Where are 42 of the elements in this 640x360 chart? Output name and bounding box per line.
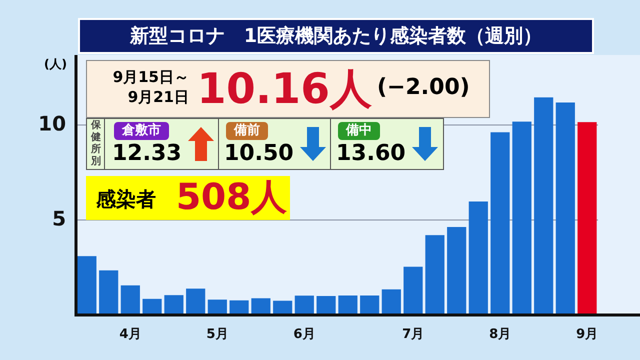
y-axis-title: (人) (44, 56, 67, 73)
bar (77, 256, 96, 315)
x-tick-label: 8月 (489, 327, 512, 342)
chart-title: 新型コロナ 1医療機関あたり感染者数（週別） (78, 18, 594, 54)
bar (164, 295, 184, 315)
x-tick-label: 5月 (206, 327, 228, 342)
annotation: 保健所別 (87, 119, 105, 169)
annotation: 508人 (176, 176, 288, 220)
annotation: 備前 (226, 122, 268, 140)
x-tick-label: 6月 (293, 327, 316, 342)
annotation: 10.16人 (197, 63, 372, 115)
bar (490, 132, 510, 315)
bar (578, 122, 597, 315)
bar (120, 285, 140, 315)
annotation: 倉敷市 (114, 122, 169, 140)
bar (316, 296, 336, 315)
bar (382, 289, 401, 315)
x-tick-label: 4月 (119, 327, 142, 342)
annotation: (−2.00) (377, 75, 470, 100)
bar (404, 266, 423, 315)
bar (512, 122, 532, 315)
annotation: 12.33 (112, 141, 182, 167)
bar (186, 288, 206, 315)
x-tick-label: 7月 (402, 327, 424, 342)
bar (208, 300, 227, 315)
bar (99, 270, 118, 315)
annotation: 9月15日～9月21日 (112, 67, 189, 107)
x-tick-label: 9月 (576, 327, 598, 342)
annotation: 感染者 (96, 186, 156, 213)
bar (556, 102, 575, 315)
annotation: 10.50 (224, 141, 294, 167)
bar (360, 295, 380, 315)
bar (468, 202, 488, 315)
annotation: 13.60 (336, 141, 406, 167)
y-tick-label: 5 (52, 206, 66, 230)
y-tick-label: 10 (38, 111, 66, 136)
bar (425, 235, 444, 315)
bar (294, 296, 314, 315)
bar (534, 97, 554, 315)
bar (338, 295, 358, 315)
bar (447, 226, 466, 315)
annotation: 備中 (338, 122, 380, 140)
